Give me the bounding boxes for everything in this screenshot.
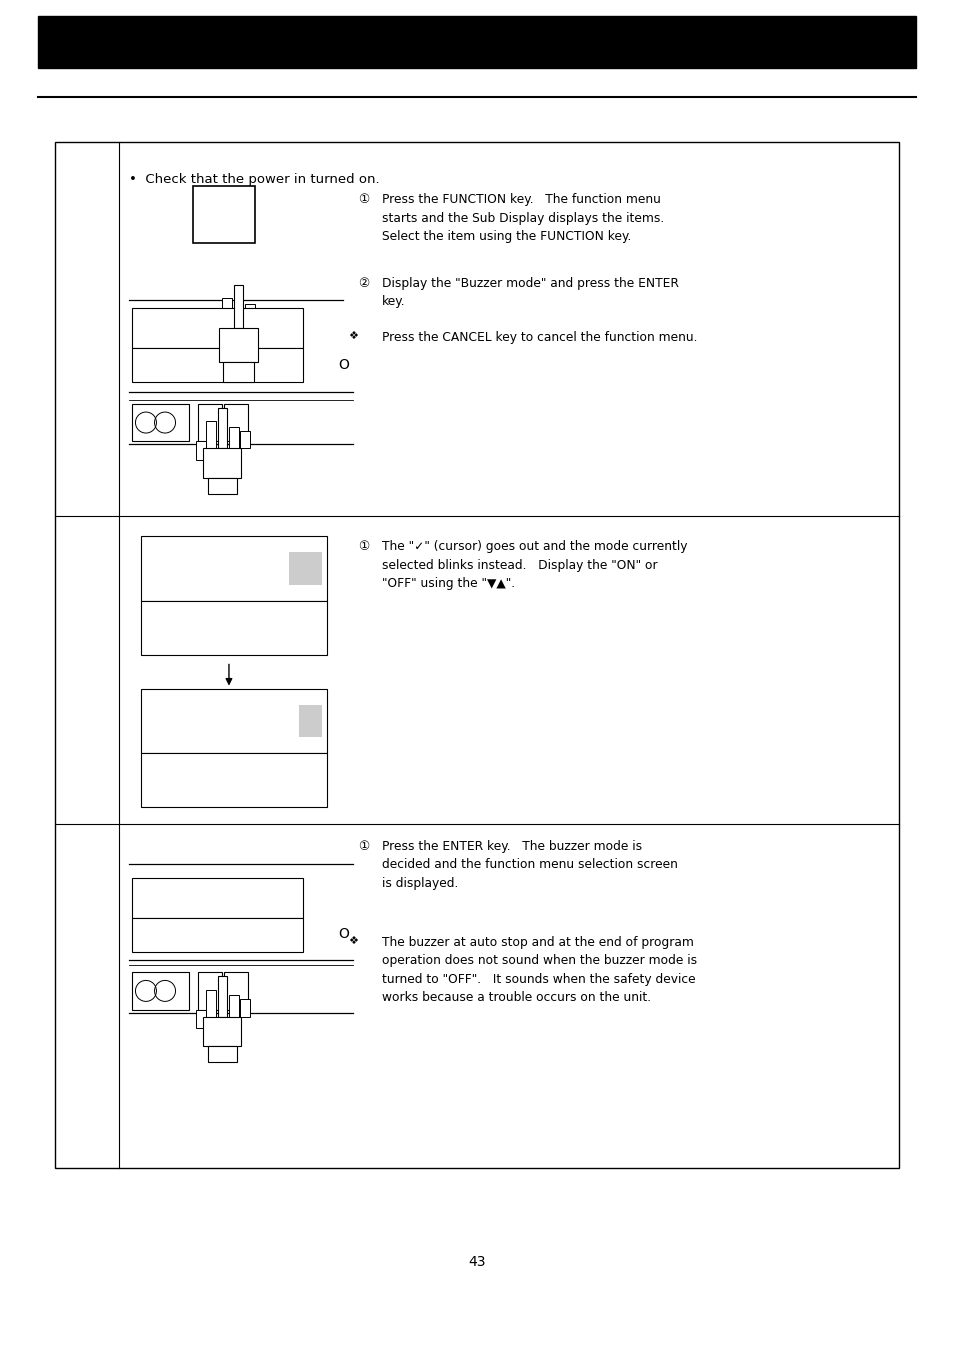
Bar bbox=[206, 421, 215, 448]
Bar bbox=[211, 317, 222, 339]
Bar bbox=[240, 999, 250, 1017]
Bar bbox=[208, 478, 236, 494]
Text: ①: ① bbox=[357, 840, 369, 853]
Bar bbox=[229, 427, 238, 448]
Text: The "✓" (cursor) goes out and the mode currently
selected blinks instead.   Disp: The "✓" (cursor) goes out and the mode c… bbox=[381, 540, 686, 590]
Bar bbox=[203, 448, 241, 478]
Bar bbox=[219, 328, 257, 362]
Text: The buzzer at auto stop and at the end of program
operation does not sound when : The buzzer at auto stop and at the end o… bbox=[381, 936, 696, 1004]
Text: Buzzer mode: Buzzer mode bbox=[138, 323, 212, 333]
Bar bbox=[222, 298, 232, 328]
Bar bbox=[217, 408, 227, 448]
Bar bbox=[229, 995, 238, 1017]
Text: ▶OFF: ▶OFF bbox=[269, 323, 298, 333]
Bar bbox=[195, 1010, 206, 1029]
Bar bbox=[298, 705, 322, 737]
Text: ①: ① bbox=[357, 193, 369, 207]
Text: •  Check that the power in turned on.: • Check that the power in turned on. bbox=[129, 173, 379, 186]
Text: ❖: ❖ bbox=[348, 936, 357, 945]
Text: ON: ON bbox=[299, 714, 321, 728]
Bar bbox=[132, 918, 303, 952]
Bar bbox=[193, 186, 254, 243]
Text: ▲: ▲ bbox=[161, 417, 169, 428]
Text: Press the CANCEL key to cancel the function menu.: Press the CANCEL key to cancel the funct… bbox=[381, 331, 697, 344]
Text: ▲: ▲ bbox=[161, 986, 169, 996]
Bar bbox=[217, 976, 227, 1017]
Bar bbox=[141, 753, 327, 807]
Bar bbox=[223, 362, 253, 382]
Bar bbox=[132, 972, 189, 1010]
Bar bbox=[141, 601, 327, 655]
Bar bbox=[233, 285, 243, 328]
Bar bbox=[132, 404, 189, 441]
Bar bbox=[132, 308, 303, 348]
Bar bbox=[198, 404, 222, 441]
Bar bbox=[195, 441, 206, 460]
Bar bbox=[55, 142, 898, 1168]
Bar bbox=[208, 1046, 236, 1062]
Text: ①: ① bbox=[357, 540, 369, 553]
Text: Press the ENTER key.   The buzzer mode is
decided and the function menu selectio: Press the ENTER key. The buzzer mode is … bbox=[381, 840, 677, 890]
Text: O: O bbox=[337, 927, 349, 941]
Text: OFF: OFF bbox=[292, 562, 319, 575]
Text: O: O bbox=[337, 358, 349, 371]
Bar bbox=[224, 972, 248, 1010]
Bar bbox=[245, 304, 254, 328]
Bar bbox=[240, 431, 250, 448]
Text: Buzzer mode: Buzzer mode bbox=[149, 548, 231, 560]
Text: Buzzer mode: Buzzer mode bbox=[149, 701, 231, 713]
Bar bbox=[38, 16, 915, 68]
Text: Press the FUNCTION key.   The function menu
starts and the Sub Display displays : Press the FUNCTION key. The function men… bbox=[381, 193, 663, 243]
Bar bbox=[206, 990, 215, 1017]
Bar bbox=[224, 404, 248, 441]
Text: ②: ② bbox=[357, 277, 369, 290]
Text: ▼: ▼ bbox=[142, 986, 150, 996]
Text: ❖: ❖ bbox=[348, 331, 357, 340]
Bar bbox=[198, 972, 222, 1010]
Bar bbox=[132, 878, 303, 918]
Bar bbox=[132, 348, 303, 382]
Text: Buzzer mode: Buzzer mode bbox=[138, 892, 212, 903]
Bar bbox=[289, 552, 322, 585]
Bar bbox=[256, 308, 266, 328]
Text: 43: 43 bbox=[468, 1256, 485, 1269]
Bar bbox=[141, 536, 327, 601]
Text: ▶ON: ▶ON bbox=[273, 892, 298, 903]
Bar bbox=[141, 688, 327, 753]
Bar bbox=[203, 1017, 241, 1046]
Text: ▼: ▼ bbox=[142, 417, 150, 428]
Text: Display the "Buzzer mode" and press the ENTER
key.: Display the "Buzzer mode" and press the … bbox=[381, 277, 678, 308]
